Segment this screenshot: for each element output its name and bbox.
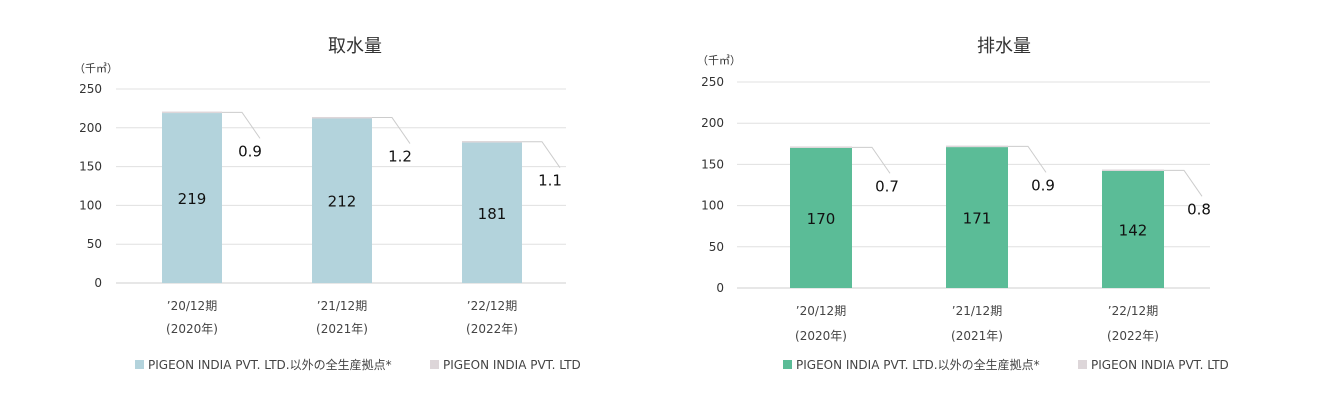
unit-label: （千㎥） <box>74 62 118 75</box>
y-tick-label: 100 <box>701 199 724 213</box>
bar-main <box>790 147 852 288</box>
legend-label: PIGEON INDIA PVT. LTD.以外の全生産拠点* <box>796 357 1040 372</box>
bar-india <box>790 146 852 148</box>
chart-title: 排水量 <box>977 36 1031 57</box>
y-tick-label: 50 <box>87 237 102 251</box>
bar-india <box>162 111 222 114</box>
legend-swatch <box>783 360 792 369</box>
legend-label: PIGEON INDIA PVT. LTD <box>443 358 581 372</box>
bar-main <box>946 147 1008 288</box>
y-tick-label: 250 <box>701 75 724 89</box>
callout-line <box>222 111 261 139</box>
bar-value-label: 212 <box>328 193 357 211</box>
callout-line <box>372 117 411 144</box>
x-tick-label: ’22/12期 <box>1108 304 1158 318</box>
bar-value-label: 171 <box>963 210 992 228</box>
x-tick-label: ’20/12期 <box>796 304 846 318</box>
x-tick-sublabel: (2021年) <box>951 329 1003 343</box>
bar-main <box>1102 170 1164 288</box>
bar-india <box>946 145 1008 148</box>
x-tick-sublabel: (2022年) <box>1107 329 1159 343</box>
y-tick-label: 150 <box>79 160 102 174</box>
y-tick-label: 50 <box>709 240 724 254</box>
bar-main <box>312 118 372 283</box>
y-tick-label: 150 <box>701 157 724 171</box>
y-tick-label: 200 <box>79 121 102 135</box>
unit-label: （千㎥） <box>697 54 741 67</box>
water-discharge-chart: 排水量 （千㎥） 0 50 100 150 200 250 170 0.7 ’20/12期 (2020… <box>661 0 1322 400</box>
x-tick-sublabel: (2020年) <box>166 322 218 336</box>
legend-swatch <box>135 360 144 369</box>
x-tick-label: ’21/12期 <box>317 299 367 313</box>
callout-line <box>1008 145 1047 173</box>
india-value-label: 0.9 <box>238 142 262 160</box>
water-intake-chart: 取水量 （千㎥） 0 50 100 150 200 250 219 0.9 ’20/12期 (2020… <box>74 36 581 372</box>
y-tick-label: 0 <box>716 281 724 295</box>
x-tick-label: ’22/12期 <box>467 299 517 313</box>
india-value-label: 0.9 <box>1031 176 1055 194</box>
chart-title: 取水量 <box>328 36 382 57</box>
bar-india <box>462 141 522 143</box>
india-value-label: 1.2 <box>388 148 412 166</box>
legend-label: PIGEON INDIA PVT. LTD <box>1091 358 1229 372</box>
bar-value-label: 219 <box>178 190 207 208</box>
india-value-label: 0.7 <box>875 177 899 195</box>
chart-svg: 取水量 （千㎥） 0 50 100 150 200 250 219 0.9 ’20/12期 (2020… <box>74 36 581 372</box>
x-tick-sublabel: (2021年) <box>316 322 368 336</box>
bar-india <box>1102 169 1164 171</box>
y-tick-label: 100 <box>79 198 102 212</box>
bar-value-label: 142 <box>1119 221 1148 239</box>
x-tick-label: ’21/12期 <box>952 304 1002 318</box>
india-value-label: 1.1 <box>538 172 562 190</box>
y-tick-label: 200 <box>701 116 724 130</box>
legend-swatch <box>430 360 439 369</box>
legend-label: PIGEON INDIA PVT. LTD.以外の全生産拠点* <box>148 357 392 372</box>
bar-india <box>312 116 372 119</box>
x-tick-label: ’20/12期 <box>167 299 217 313</box>
bar-main <box>462 142 522 283</box>
legend-swatch <box>1078 360 1087 369</box>
y-tick-label: 0 <box>94 276 102 290</box>
x-tick-sublabel: (2022年) <box>466 322 518 336</box>
y-tick-label: 250 <box>79 82 102 96</box>
india-value-label: 0.8 <box>1187 200 1211 218</box>
bar-value-label: 181 <box>478 205 507 223</box>
callout-line <box>852 146 891 174</box>
chart-svg: 排水量 （千㎥） 0 50 100 150 200 250 170 0.7 ’20/12期 (2020… <box>697 36 1229 372</box>
x-tick-sublabel: (2020年) <box>795 329 847 343</box>
bar-main <box>162 113 222 283</box>
callout-line <box>522 141 561 168</box>
callout-line <box>1164 169 1203 197</box>
bar-value-label: 170 <box>807 210 836 228</box>
